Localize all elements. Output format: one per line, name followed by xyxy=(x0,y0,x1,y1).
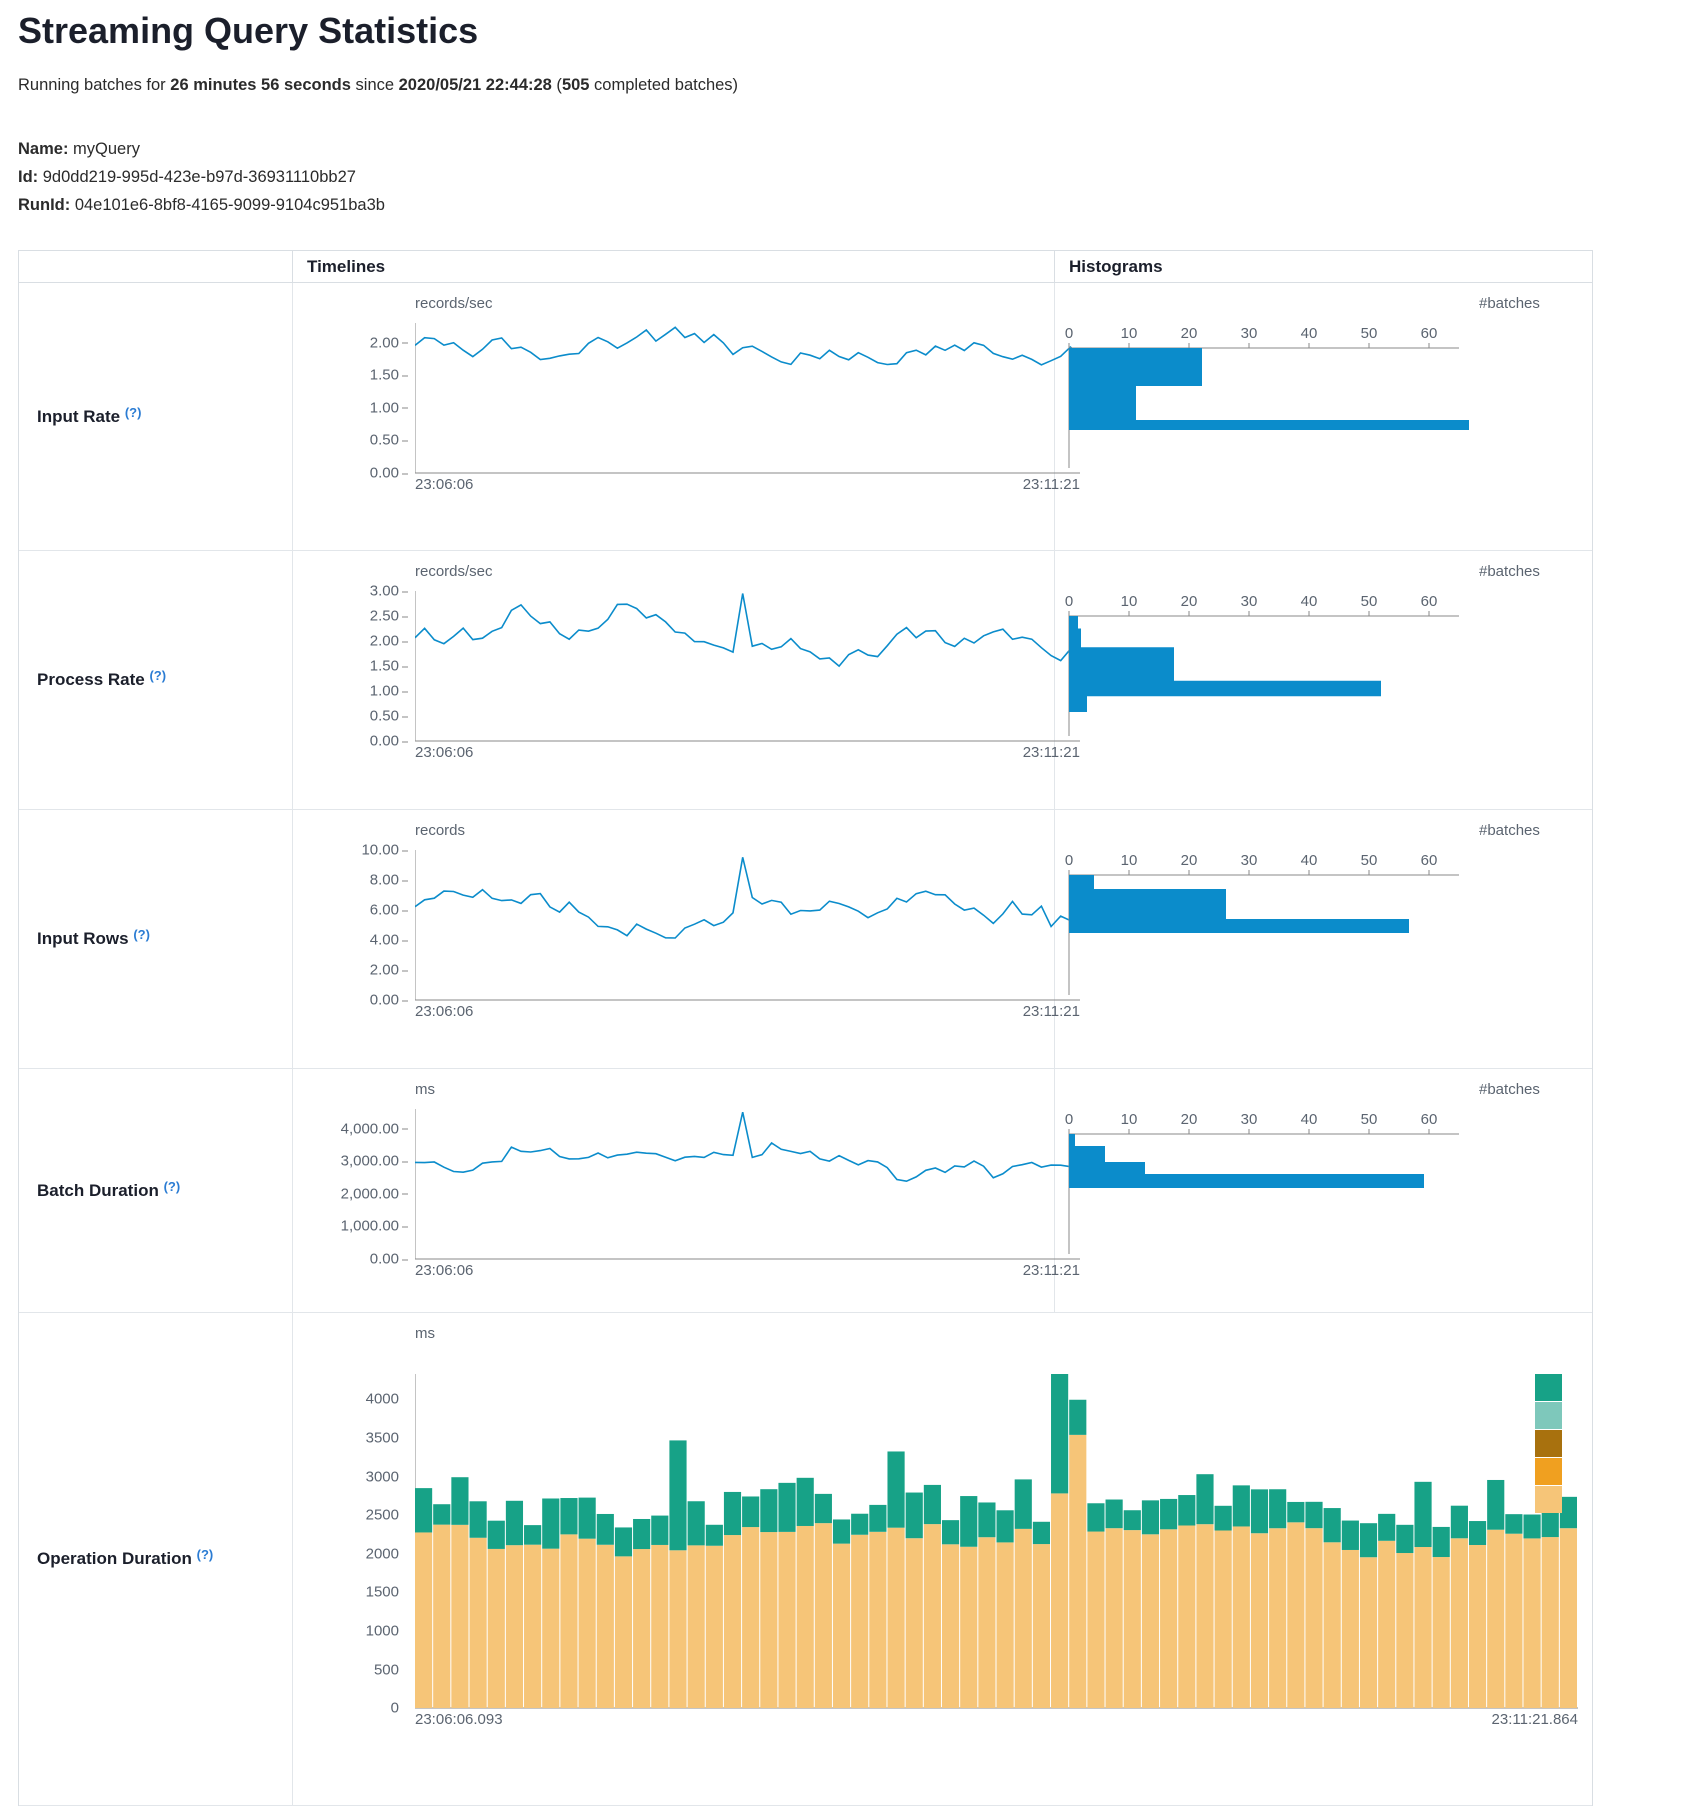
svg-text:40: 40 xyxy=(1301,1111,1318,1128)
svg-text:10: 10 xyxy=(1121,852,1138,869)
svg-text:50: 50 xyxy=(1361,1111,1378,1128)
svg-text:20: 20 xyxy=(1181,1111,1198,1128)
svg-text:30: 30 xyxy=(1241,325,1258,342)
svg-text:60: 60 xyxy=(1421,325,1438,342)
svg-text:60: 60 xyxy=(1421,593,1438,610)
svg-text:50: 50 xyxy=(1361,852,1378,869)
svg-text:40: 40 xyxy=(1301,325,1318,342)
svg-text:30: 30 xyxy=(1241,1111,1258,1128)
svg-text:10: 10 xyxy=(1121,1111,1138,1128)
svg-text:50: 50 xyxy=(1361,593,1378,610)
svg-text:40: 40 xyxy=(1301,593,1318,610)
svg-text:0: 0 xyxy=(1065,593,1073,610)
svg-text:0: 0 xyxy=(1065,852,1073,869)
svg-text:0: 0 xyxy=(1065,325,1073,342)
svg-text:60: 60 xyxy=(1421,1111,1438,1128)
svg-text:60: 60 xyxy=(1421,852,1438,869)
svg-text:20: 20 xyxy=(1181,852,1198,869)
svg-text:10: 10 xyxy=(1121,593,1138,610)
svg-text:50: 50 xyxy=(1361,325,1378,342)
svg-text:30: 30 xyxy=(1241,852,1258,869)
svg-text:20: 20 xyxy=(1181,593,1198,610)
svg-text:0: 0 xyxy=(1065,1111,1073,1128)
svg-text:20: 20 xyxy=(1181,325,1198,342)
svg-text:30: 30 xyxy=(1241,593,1258,610)
svg-text:10: 10 xyxy=(1121,325,1138,342)
svg-text:40: 40 xyxy=(1301,852,1318,869)
